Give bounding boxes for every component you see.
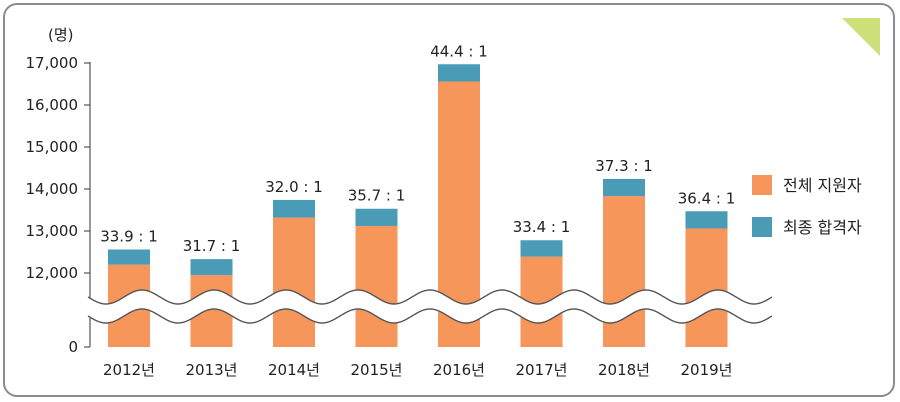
bar-accepted — [108, 249, 150, 265]
bar-accepted — [273, 199, 315, 218]
bar-accepted — [520, 240, 563, 257]
bar-applicants — [355, 225, 398, 347]
y-tick-label: 15,000 — [26, 138, 79, 156]
bar-applicants — [273, 217, 315, 347]
x-tick-label: 2016년 — [433, 361, 485, 379]
corner-accent — [842, 18, 880, 56]
x-tick-label: 2017년 — [516, 361, 568, 379]
x-tick-label: 2014년 — [268, 361, 320, 379]
y-tick-label: 13,000 — [26, 222, 79, 240]
break-line-top — [87, 289, 773, 305]
legend-label: 최종 합격자 — [783, 218, 862, 237]
ratio-label: 33.4 : 1 — [513, 218, 571, 236]
break-line-bottom — [87, 308, 773, 324]
y-ticks: 0 12,000 13,000 14,000 15,000 16,000 17,000 — [26, 54, 90, 356]
bar-accepted — [355, 208, 398, 226]
y-tick-label: 0 — [68, 338, 78, 356]
x-tick-label: 2013년 — [186, 361, 238, 379]
ratio-label: 33.9 : 1 — [100, 227, 158, 245]
break-fill — [88, 290, 772, 323]
x-tick-label: 2015년 — [351, 361, 403, 379]
y-tick-label: 16,000 — [26, 96, 79, 114]
ratio-label: 32.0 : 1 — [265, 178, 323, 196]
legend-swatch — [752, 217, 772, 237]
x-tick-label: 2019년 — [681, 361, 733, 379]
ratio-label: 44.4 : 1 — [430, 42, 488, 60]
ratio-label: 36.4 : 1 — [678, 189, 736, 207]
axis-break — [87, 289, 773, 324]
legend-label: 전체 지원자 — [783, 176, 862, 195]
bar-applicants — [603, 196, 645, 347]
y-tick-label: 14,000 — [26, 180, 79, 198]
y-unit-label: (명) — [48, 26, 74, 44]
bar-applicants — [685, 228, 728, 347]
y-tick-label: 17,000 — [26, 54, 79, 72]
labels: 33.9 : 1 2012년 31.7 : 1 2013년 32.0 : 1 2014년 3… — [100, 42, 735, 379]
legend-swatch — [752, 175, 772, 195]
x-tick-label: 2018년 — [598, 361, 650, 379]
bar-accepted — [438, 64, 480, 82]
ratio-label: 31.7 : 1 — [183, 237, 241, 255]
ratio-label: 37.3 : 1 — [595, 157, 653, 175]
bar-accepted — [603, 178, 645, 197]
bar-accepted — [190, 259, 233, 276]
ratio-label: 35.7 : 1 — [348, 187, 406, 205]
y-tick-label: 12,000 — [26, 264, 79, 282]
x-tick-label: 2012년 — [103, 361, 155, 379]
bar-accepted — [685, 211, 728, 229]
